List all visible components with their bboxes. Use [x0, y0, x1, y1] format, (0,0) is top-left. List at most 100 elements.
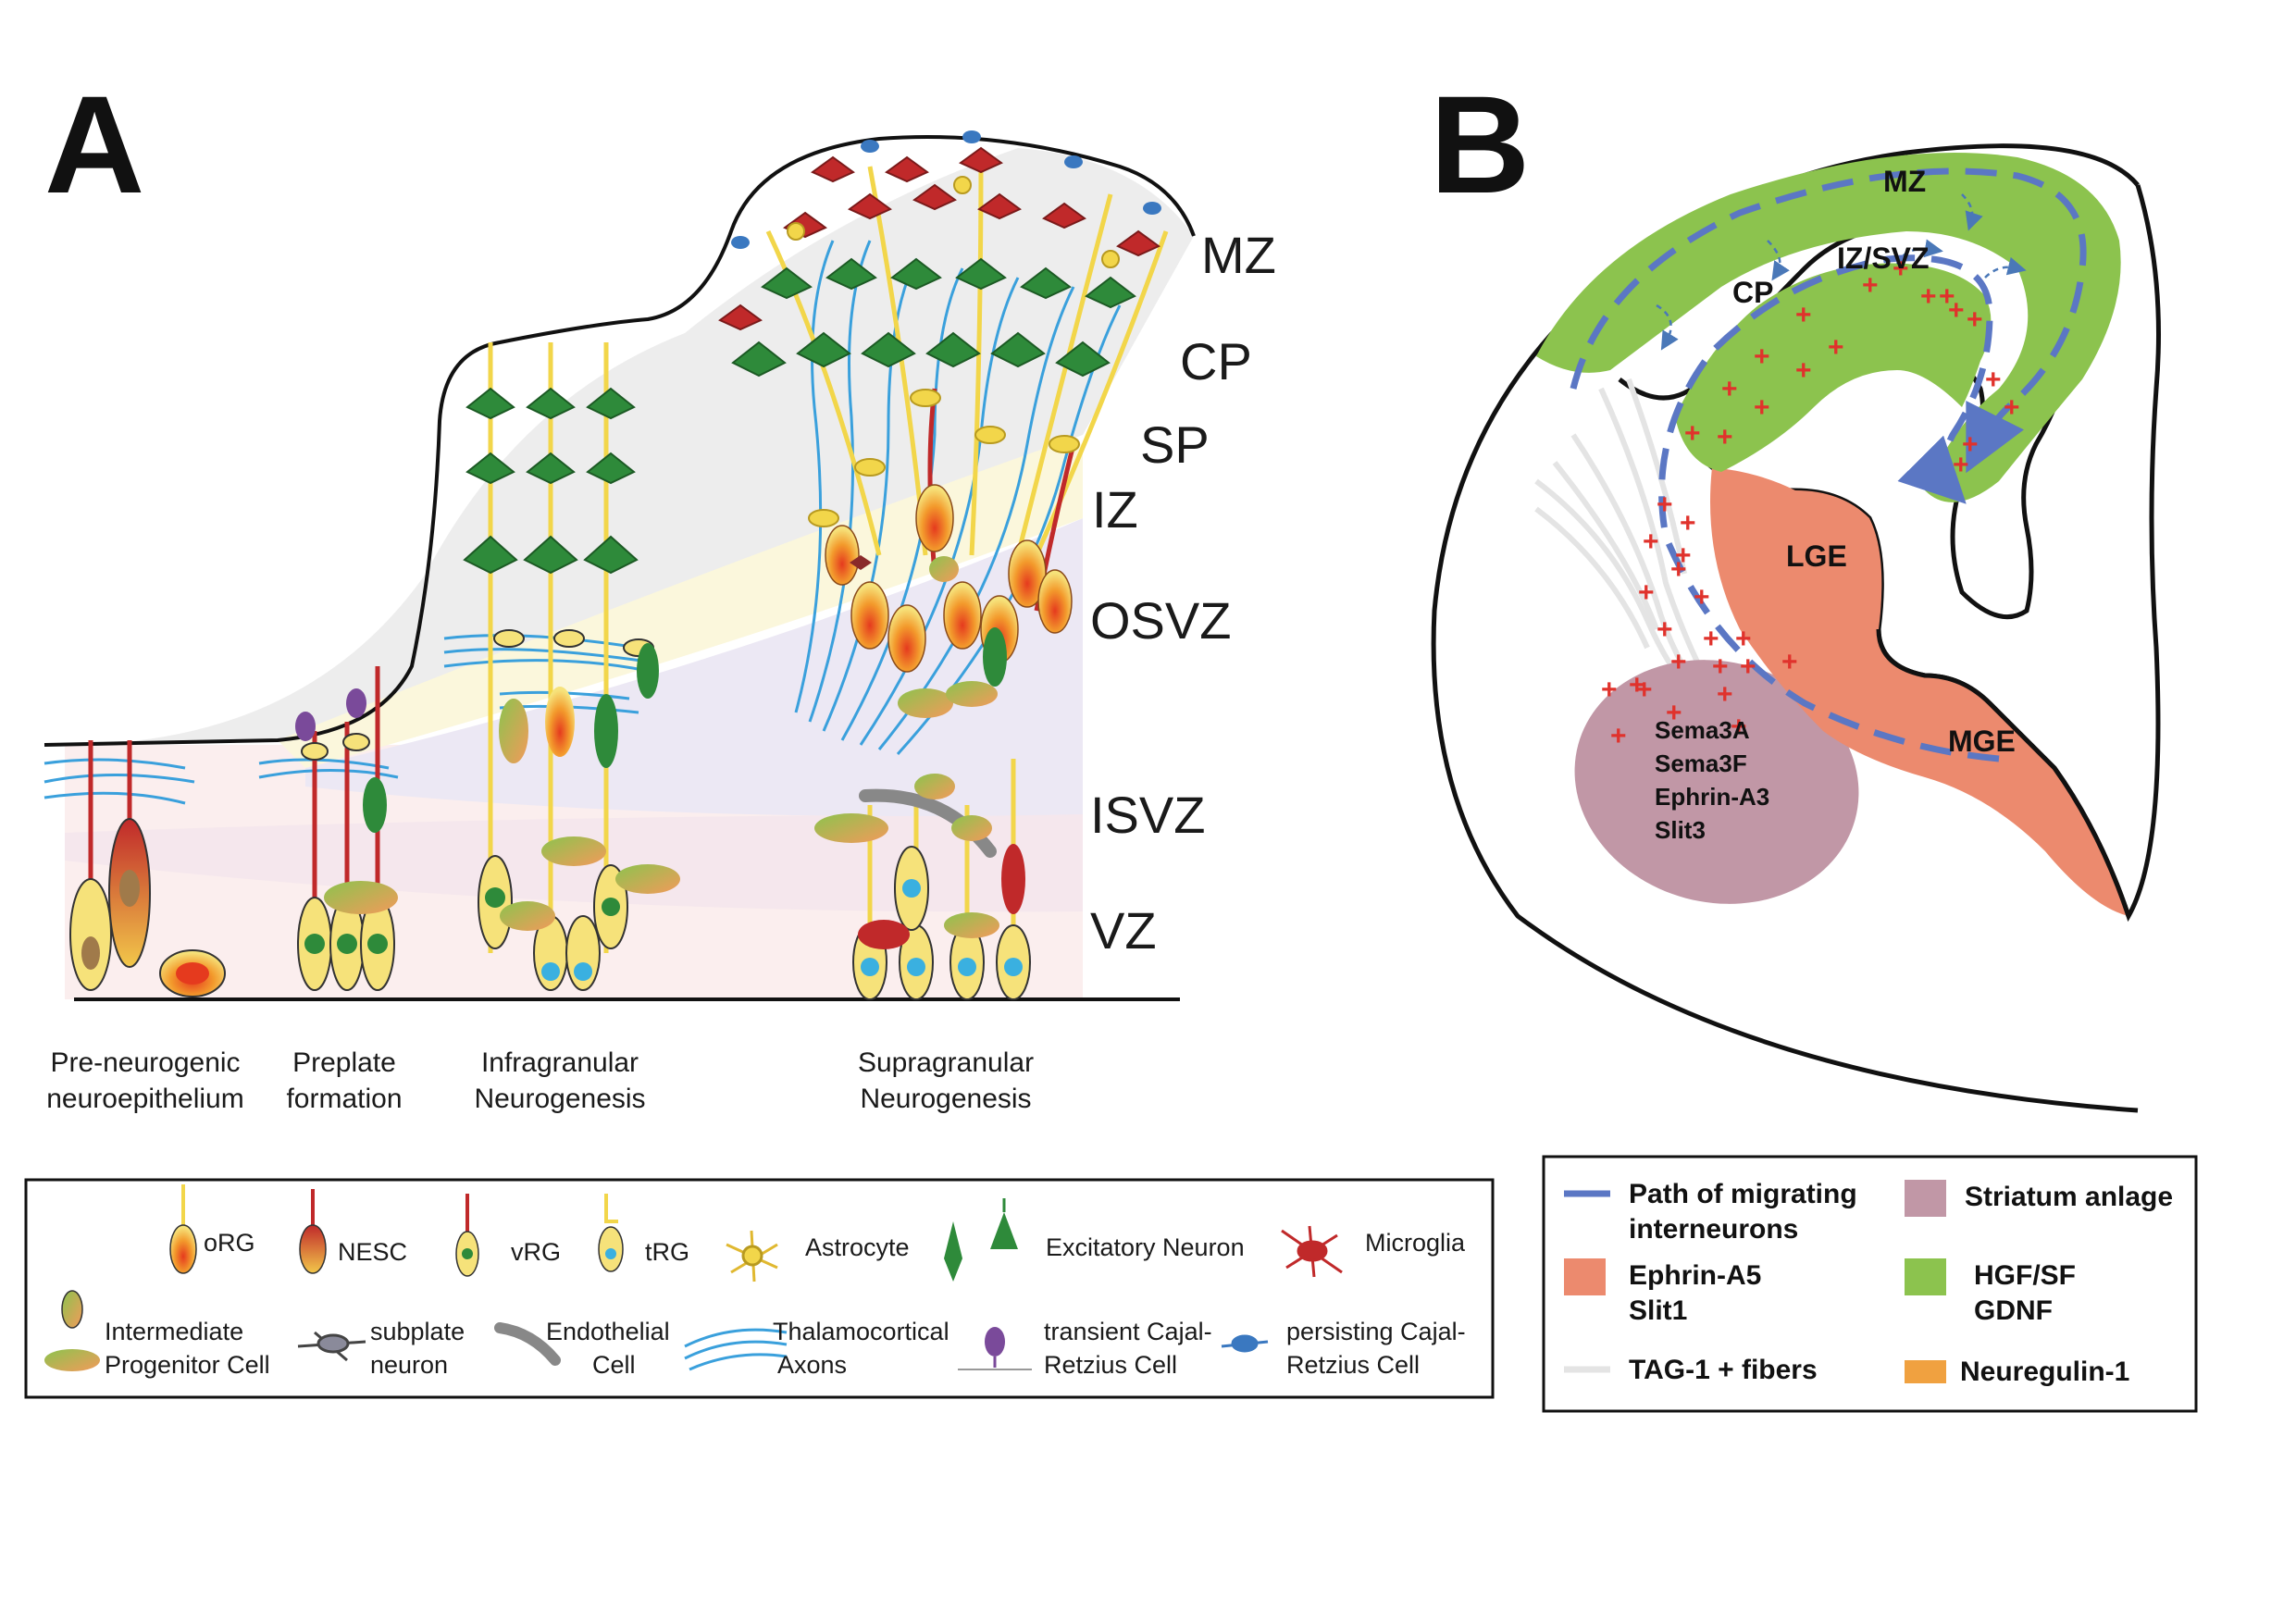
legend-thal-line-1: Thalamocortical: [773, 1318, 949, 1345]
stage-2-line-1: Preplate: [292, 1047, 396, 1078]
zone-label-iz: IZ: [1092, 480, 1138, 539]
svg-text:+: +: [1754, 392, 1770, 423]
svg-text:+: +: [1754, 341, 1770, 372]
svg-text:+: +: [1740, 651, 1756, 682]
svg-text:+: +: [1610, 721, 1627, 751]
svg-text:+: +: [1862, 270, 1879, 301]
legend-pcr-line-2: Retzius Cell: [1286, 1351, 1420, 1379]
svg-text:+: +: [2004, 392, 2020, 423]
legend-astrocyte: Astrocyte: [805, 1233, 910, 1261]
cortical-plate-band: [65, 148, 1194, 745]
thalamocortical-axons-icon: [684, 1328, 788, 1371]
region-label-lge: LGE: [1786, 539, 1847, 573]
svg-text:+: +: [1657, 614, 1673, 645]
legend-microglia: Microglia: [1365, 1229, 1466, 1257]
legend-ephrin-line-2: Slit1: [1629, 1295, 1687, 1326]
svg-text:+: +: [1735, 624, 1752, 654]
svg-text:+: +: [1712, 651, 1729, 682]
svg-text:+: +: [1638, 577, 1655, 608]
legend-nrg-swatch: [1905, 1360, 1946, 1383]
legend-nrg: Neuregulin-1: [1960, 1357, 2129, 1387]
ganglionic-eminences: [1710, 467, 2128, 916]
svg-text:+: +: [1636, 675, 1653, 705]
iz-band: [278, 426, 1083, 768]
legend-hgf-swatch: [1905, 1258, 1946, 1295]
striatum-factor-2: Sema3F: [1655, 750, 1747, 777]
svg-text:+: +: [1675, 540, 1692, 571]
legend-trg: tRG: [645, 1238, 689, 1266]
legend-striatum: Striatum anlage: [1965, 1182, 2173, 1212]
legend-b: Path of migrating interneurons Striatum …: [1542, 1155, 2198, 1413]
pial-surface-outline: [43, 135, 1196, 747]
trg-icon: [598, 1194, 624, 1272]
svg-text:+: +: [1717, 422, 1733, 452]
panel-a-letter: A: [44, 67, 144, 222]
legend-excitatory: Excitatory Neuron: [1046, 1233, 1245, 1261]
svg-text:+: +: [1985, 365, 2002, 395]
persisting-cajal-retzius-icon: [1221, 1334, 1269, 1353]
vrg-icon: [455, 1194, 479, 1277]
legend-endothelial-line-1: Endothelial: [546, 1318, 670, 1345]
preplate-cells: [295, 688, 398, 991]
astrocyte-icon: [726, 1230, 778, 1282]
eminence-sulcus-outline: [1876, 628, 2131, 917]
svg-text:+: +: [1666, 698, 1682, 728]
neuroepithelial-cells: [69, 818, 226, 997]
stage-1-line-1: Pre-neurogenic: [50, 1047, 240, 1078]
excitatory-neuron-icon: [944, 1198, 1018, 1282]
legend-org: oRG: [204, 1229, 255, 1257]
legend-nesc: NESC: [338, 1238, 407, 1266]
legend-endothelial-line-2: Cell: [592, 1351, 636, 1379]
svg-text:+: +: [1781, 647, 1798, 677]
endothelial-cell-icon: [494, 1322, 561, 1366]
supragranular-cells: [718, 130, 1161, 1000]
stage-3-line-1: Infragranular: [481, 1047, 639, 1078]
transient-cajal-retzius-icon: [958, 1327, 1032, 1370]
zone-label-sp: SP: [1140, 415, 1210, 474]
zone-label-mz: MZ: [1201, 226, 1276, 284]
zone-label-isvz: ISVZ: [1090, 786, 1205, 844]
svg-text:+: +: [1670, 647, 1687, 677]
legend-subplate-line-2: neuron: [370, 1351, 448, 1379]
legend-hgf-line-1: HGF/SF: [1974, 1260, 2076, 1291]
svg-text:+: +: [1953, 450, 1969, 480]
striatum-factor-1: Sema3A: [1655, 716, 1750, 744]
svg-text:+: +: [1717, 679, 1733, 710]
svg-text:+: +: [1670, 554, 1687, 585]
region-label-mge: MGE: [1948, 725, 2016, 758]
neuregulin-cues: +++ + ++ ++ + +++ +++ +++ +++ ++ + + + + +++ …: [1601, 254, 2020, 751]
svg-text:+: +: [1680, 508, 1696, 539]
legend-ephrin-line-1: Ephrin-A5: [1629, 1260, 1761, 1291]
svg-text:+: +: [1795, 355, 1812, 386]
panel-b: B: [1430, 67, 2198, 1413]
legend-hgf-line-2: GDNF: [1974, 1295, 2053, 1326]
striatum-anlage: [1574, 660, 1859, 904]
stage-4-line-2: Neurogenesis: [860, 1084, 1031, 1114]
legend-subplate-line-1: subplate: [370, 1318, 465, 1345]
stage-1-line-2: neuroepithelium: [46, 1084, 243, 1114]
stage-4-line-1: Supragranular: [858, 1047, 1034, 1078]
radial-migration-arrows: [1656, 193, 2027, 351]
org-icon: [169, 1184, 197, 1274]
legend-ipc-line-1: Intermediate: [105, 1318, 243, 1345]
hemisphere-outline: [1431, 143, 2140, 1113]
region-label-cp: CP: [1732, 276, 1773, 309]
svg-text:+: +: [1684, 418, 1701, 449]
zone-label-osvz: OSVZ: [1090, 591, 1231, 650]
svg-text:+: +: [1967, 304, 1983, 335]
svg-text:+: +: [1694, 582, 1710, 613]
striatum-factor-3: Ephrin-A3: [1655, 783, 1769, 811]
svg-text:+: +: [1962, 429, 1979, 460]
svg-text:+: +: [1703, 624, 1719, 654]
legend-a: oRG NESC vRG tRG Astr: [24, 1178, 1495, 1399]
migration-paths: [1570, 167, 2087, 762]
svg-text:+: +: [1629, 670, 1645, 700]
legend-tcr-line-2: Retzius Cell: [1044, 1351, 1177, 1379]
svg-text:+: +: [1939, 281, 1955, 312]
svg-text:+: +: [1643, 527, 1659, 557]
stage-3-line-2: Neurogenesis: [474, 1084, 645, 1114]
legend-thal-line-2: Axons: [777, 1351, 847, 1379]
legend-ephrin-swatch: [1564, 1258, 1606, 1295]
svg-text:+: +: [1828, 332, 1844, 363]
